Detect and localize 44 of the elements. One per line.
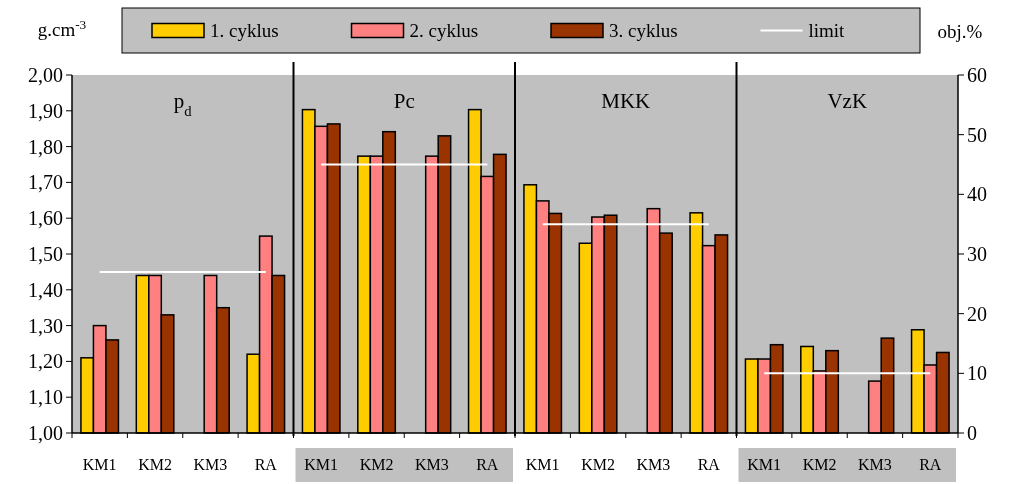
y2-tick-label: 0 — [967, 422, 977, 444]
x-tick-label: RA — [476, 456, 499, 473]
x-tick-label: KM1 — [525, 456, 560, 473]
legend-label: 1. cyklus — [210, 20, 279, 42]
x-tick-label: KM3 — [858, 456, 892, 473]
x-tick-label: KM3 — [415, 456, 449, 473]
y2-axis-title: obj.% — [937, 21, 983, 42]
annotation: VzK — [827, 89, 868, 113]
x-tick-label: KM3 — [636, 456, 671, 473]
y-tick-label: 1,00 — [28, 422, 63, 444]
y-tick-label: 1,20 — [28, 350, 63, 373]
x-tick-label: KM1 — [304, 456, 339, 473]
y-tick-label: 1,60 — [28, 207, 63, 230]
y2-tick-label: 60 — [967, 64, 987, 86]
y2-tick-label: 10 — [967, 362, 987, 385]
x-tick-label: KM1 — [747, 456, 782, 473]
x-tick-label: KM2 — [138, 456, 172, 473]
legend-label: 3. cyklus — [609, 20, 678, 42]
x-tick-label: KM2 — [359, 456, 394, 473]
y-tick-label: 1,70 — [28, 171, 63, 194]
y-tick-label: 2,00 — [28, 64, 63, 86]
y-tick-label: 1,30 — [28, 314, 63, 337]
y2-tick-label: 20 — [967, 302, 987, 325]
y-tick-label: 1,10 — [28, 386, 63, 409]
x-tick-label: RA — [254, 456, 278, 473]
x-tick-label: RA — [919, 456, 942, 473]
y-tick-label: 1,50 — [28, 243, 63, 265]
y2-tick-label: 50 — [967, 123, 987, 146]
x-tick-label: KM2 — [581, 456, 615, 473]
y-axis-title: g.cm$^{-3}$ — [37, 16, 87, 40]
legend-label: 2. cyklus — [409, 20, 479, 42]
annotation: p$_{d}$ — [173, 89, 193, 119]
annotation: Pc — [393, 89, 415, 113]
x-tick-label: KM3 — [193, 456, 228, 473]
x-tick-label: KM2 — [802, 456, 837, 473]
annotation: MKK — [601, 89, 651, 113]
legend-label: limit — [808, 20, 846, 42]
x-tick-label: KM1 — [82, 456, 117, 473]
y-tick-label: 1,90 — [28, 99, 63, 122]
y-tick-label: 1,80 — [28, 135, 63, 158]
x-tick-label: RA — [697, 456, 721, 473]
y2-tick-label: 30 — [967, 243, 987, 265]
y-tick-label: 1,40 — [28, 278, 63, 301]
y2-tick-label: 40 — [967, 183, 987, 206]
